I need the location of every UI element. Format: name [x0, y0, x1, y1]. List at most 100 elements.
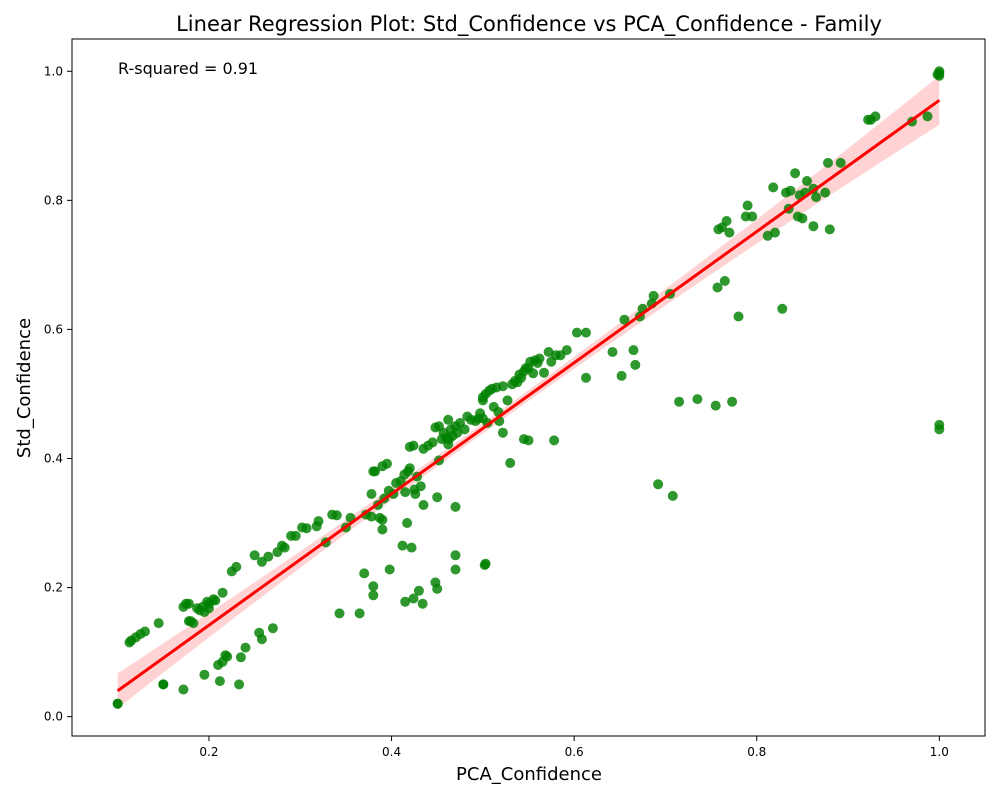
data-point	[934, 419, 945, 430]
data-point	[630, 359, 641, 370]
data-point	[581, 372, 591, 383]
data-point	[263, 551, 274, 562]
data-point	[368, 581, 379, 592]
data-point	[417, 598, 428, 609]
data-point	[199, 669, 210, 680]
data-point	[742, 200, 753, 211]
data-point	[539, 367, 549, 378]
data-point	[770, 227, 780, 238]
data-point	[290, 530, 301, 541]
data-point	[234, 679, 245, 690]
data-point	[667, 490, 678, 501]
data-point	[370, 466, 381, 477]
x-tick-label: 0.4	[382, 745, 401, 759]
scatter-points-layer	[112, 66, 945, 709]
data-point	[802, 176, 812, 186]
r-squared-annotation: R-squared = 0.91	[118, 59, 258, 78]
data-point	[824, 224, 835, 235]
data-point	[400, 487, 411, 498]
data-point	[823, 157, 833, 168]
data-point	[549, 435, 560, 446]
x-tick-label: 0.2	[199, 745, 218, 759]
regression-line-layer	[116, 99, 941, 693]
data-point	[790, 168, 801, 179]
data-point	[628, 345, 639, 356]
data-point	[733, 311, 744, 322]
chart-title: Linear Regression Plot: Std_Confidence v…	[176, 12, 882, 37]
data-point	[415, 481, 426, 492]
x-tick-label: 0.6	[565, 745, 584, 759]
y-tick-label: 0.4	[44, 451, 63, 465]
data-point	[747, 211, 758, 222]
data-point	[505, 458, 516, 468]
data-point	[619, 314, 630, 325]
data-point	[432, 583, 443, 594]
data-point	[214, 676, 225, 687]
data-point	[616, 370, 627, 381]
data-point	[240, 642, 251, 653]
data-point	[413, 585, 424, 596]
data-point	[188, 618, 199, 629]
x-tick-label: 0.8	[747, 745, 766, 759]
data-point	[523, 435, 534, 446]
data-point	[450, 550, 461, 561]
y-axis-ticks: 0.0 0.2 0.4 0.6 0.8 1.0	[44, 64, 72, 724]
data-point	[366, 489, 377, 499]
data-point	[235, 652, 246, 663]
data-point	[870, 111, 881, 122]
data-point	[153, 618, 164, 629]
data-point	[561, 345, 572, 356]
data-point	[534, 353, 545, 364]
data-point	[450, 564, 461, 575]
data-point	[648, 290, 659, 301]
data-point	[301, 523, 312, 534]
data-point	[777, 303, 788, 314]
data-point	[820, 187, 831, 198]
data-point	[231, 561, 242, 572]
data-point	[653, 479, 664, 490]
plot-frame	[71, 38, 986, 737]
y-tick-label: 1.0	[44, 64, 63, 78]
data-point	[692, 394, 703, 405]
data-point	[397, 540, 408, 551]
data-point	[384, 564, 395, 575]
data-point	[377, 524, 388, 535]
data-point	[400, 596, 411, 607]
data-point	[140, 626, 150, 637]
data-point	[674, 396, 685, 407]
data-point	[443, 414, 454, 425]
data-point	[313, 516, 324, 527]
y-axis-label: Std_Confidence	[14, 318, 35, 458]
data-point	[724, 227, 735, 238]
data-point	[354, 608, 365, 619]
data-point	[712, 282, 723, 293]
data-point	[427, 437, 438, 448]
data-point	[366, 511, 377, 522]
data-point	[112, 698, 123, 709]
data-point	[835, 157, 846, 168]
data-point	[408, 593, 419, 604]
data-point	[178, 684, 189, 695]
data-point	[727, 396, 738, 407]
data-point	[404, 463, 415, 474]
confidence-band	[117, 75, 940, 709]
data-point	[210, 595, 221, 606]
data-point	[368, 590, 379, 601]
data-point	[528, 368, 539, 379]
data-point	[934, 70, 945, 81]
data-point	[797, 213, 808, 224]
confidence-band-layer	[117, 75, 940, 709]
y-tick-label: 0.0	[44, 710, 63, 724]
y-tick-label: 0.2	[44, 581, 63, 595]
data-point	[607, 347, 618, 357]
data-point	[249, 550, 260, 561]
data-point	[334, 608, 345, 619]
data-point	[331, 510, 342, 521]
data-point	[808, 221, 819, 232]
data-point	[256, 634, 267, 645]
data-point	[710, 400, 721, 411]
data-point	[267, 623, 278, 634]
data-point	[402, 518, 413, 528]
data-point	[785, 185, 796, 196]
